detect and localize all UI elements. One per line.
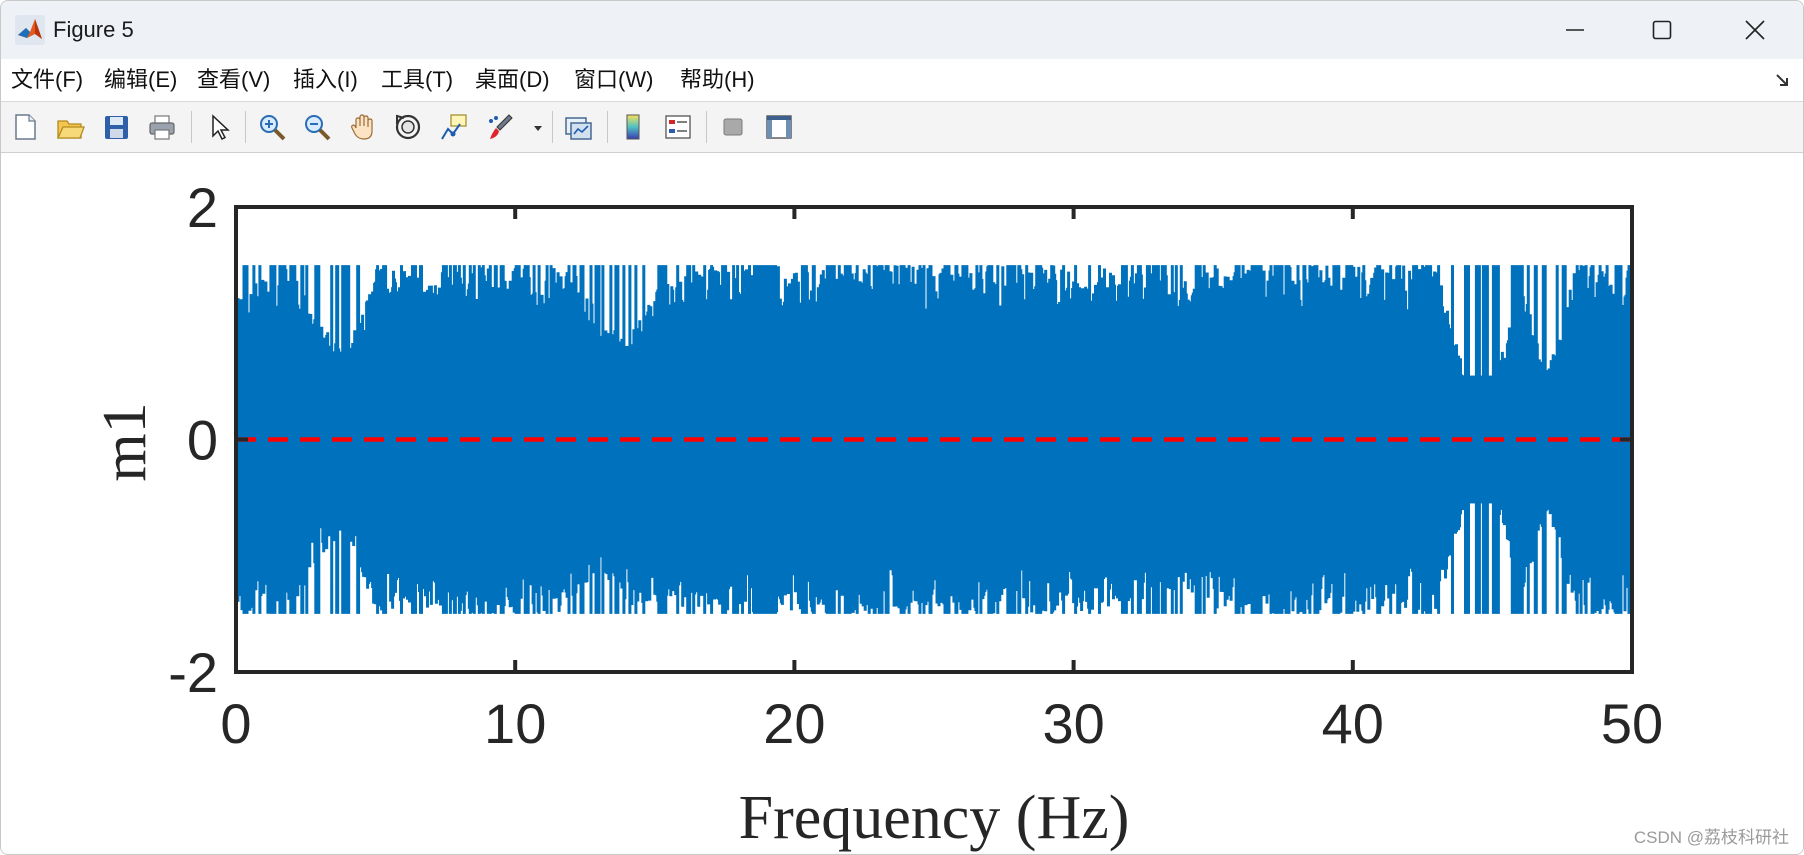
data-cursor-icon bbox=[441, 114, 467, 140]
maximize-icon bbox=[1652, 20, 1672, 40]
zoom-out-button[interactable] bbox=[299, 109, 335, 145]
brush-button[interactable] bbox=[482, 109, 518, 145]
show-plot-tools-button[interactable] bbox=[761, 109, 797, 145]
x-tick-label: 10 bbox=[484, 692, 546, 755]
tick-marks bbox=[234, 205, 1634, 674]
zoom-in-icon bbox=[260, 115, 286, 141]
x-axis-label: Frequency (Hz) bbox=[739, 784, 1130, 852]
x-tick-label: 0 bbox=[220, 692, 251, 755]
data-cursor-button[interactable] bbox=[436, 109, 472, 145]
show-plot-tools-icon bbox=[766, 115, 792, 139]
y-tick-label: 0 bbox=[187, 409, 218, 472]
brush-icon bbox=[489, 114, 513, 139]
select-button[interactable] bbox=[201, 109, 237, 145]
zoom-in-button[interactable] bbox=[254, 109, 290, 145]
save-icon bbox=[105, 116, 128, 139]
hide-plot-tools-icon bbox=[723, 118, 743, 136]
x-tick-label: 20 bbox=[763, 692, 825, 755]
x-tick-label: 50 bbox=[1601, 692, 1663, 755]
print-icon bbox=[149, 115, 175, 140]
menu-insert[interactable]: 插入(I) bbox=[293, 67, 358, 92]
link-plot-button[interactable] bbox=[560, 109, 596, 145]
colorbar-button[interactable] bbox=[615, 109, 651, 145]
menu-desktop[interactable]: 桌面(D) bbox=[475, 67, 550, 92]
open-file-icon bbox=[56, 120, 85, 139]
y-axis-label: m1 bbox=[91, 402, 159, 481]
matlab-logo-icon bbox=[15, 15, 45, 45]
signal-line bbox=[236, 265, 1632, 614]
legend-button[interactable] bbox=[660, 109, 696, 145]
x-tick-labels: 0 10 20 30 40 50 bbox=[220, 692, 1663, 755]
y-tick-label: 2 bbox=[187, 176, 218, 239]
menu-help[interactable]: 帮助(H) bbox=[680, 67, 755, 92]
save-button[interactable] bbox=[98, 109, 134, 145]
toolbar-separator bbox=[706, 111, 707, 143]
print-button[interactable] bbox=[144, 109, 180, 145]
window-title: Figure 5 bbox=[53, 17, 134, 42]
y-tick-labels: 2 0 -2 bbox=[168, 176, 218, 704]
menu-view[interactable]: 查看(V) bbox=[197, 67, 271, 92]
menu-file[interactable]: 文件(F) bbox=[11, 67, 84, 92]
x-tick-label: 30 bbox=[1042, 692, 1104, 755]
watermark: CSDN @荔枝科研社 bbox=[1633, 828, 1789, 847]
rotate-3d-button[interactable] bbox=[390, 109, 426, 145]
toolbar-separator bbox=[245, 111, 246, 143]
close-button[interactable] bbox=[1715, 1, 1795, 59]
minimize-button[interactable] bbox=[1535, 1, 1615, 59]
title-bar[interactable]: Figure 5 bbox=[1, 1, 1803, 59]
menu-tools[interactable]: 工具(T) bbox=[381, 67, 454, 92]
rotate-3d-icon bbox=[395, 114, 421, 140]
dock-arrow-icon[interactable] bbox=[1775, 71, 1793, 89]
close-icon bbox=[1745, 20, 1765, 40]
figure-toolbar bbox=[1, 102, 1803, 153]
toolbar-separator bbox=[607, 111, 608, 143]
toolbar-separator bbox=[552, 111, 553, 143]
zoom-out-icon bbox=[305, 115, 331, 141]
toolbar-separator bbox=[191, 111, 192, 143]
pan-hand-icon bbox=[351, 114, 373, 140]
figure-canvas: 0 10 20 30 40 50 2 0 -2 Frequency (Hz) m1 CSDN … bbox=[1, 153, 1803, 854]
select-arrow-icon bbox=[212, 114, 230, 141]
legend-icon bbox=[665, 115, 691, 139]
menu-window[interactable]: 窗口(W) bbox=[574, 67, 654, 92]
plot-svg: 0 10 20 30 40 50 20-2 Frequency (Hz) m1 bbox=[91, 176, 1663, 852]
x-tick-label: 40 bbox=[1322, 692, 1384, 755]
menu-edit[interactable]: 编辑(E) bbox=[104, 67, 178, 92]
new-figure-icon bbox=[15, 114, 36, 140]
hide-plot-tools-button[interactable] bbox=[715, 109, 751, 145]
menu-bar: 文件(F) 编辑(E) 查看(V) 插入(I) 工具(T) 桌面(D) 窗口(W… bbox=[1, 59, 1803, 102]
new-figure-button[interactable] bbox=[7, 109, 43, 145]
link-plot-icon bbox=[565, 117, 592, 140]
colorbar-icon bbox=[626, 114, 640, 140]
y-tick-label: -2 bbox=[168, 641, 218, 704]
brush-dropdown-icon[interactable] bbox=[533, 123, 543, 133]
minimize-icon bbox=[1566, 29, 1584, 31]
maximize-button[interactable] bbox=[1622, 1, 1702, 59]
pan-button[interactable] bbox=[345, 109, 381, 145]
open-file-button[interactable] bbox=[52, 109, 88, 145]
